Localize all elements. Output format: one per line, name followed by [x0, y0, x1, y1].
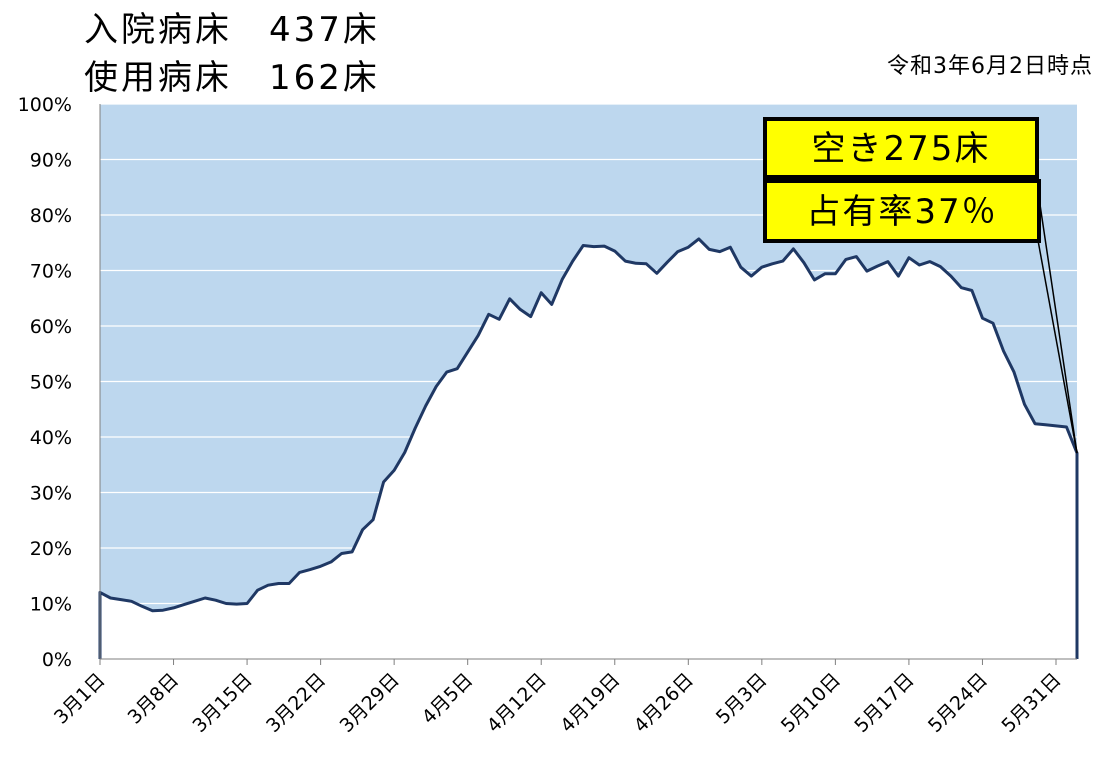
x-tick-label: 4月26日	[630, 669, 698, 737]
occupancy-rate-box	[763, 179, 1041, 243]
x-tick-label: 4月5日	[418, 669, 478, 729]
x-tick-label: 5月3日	[712, 669, 772, 729]
x-tick-label: 3月8日	[124, 669, 184, 729]
x-tick-label: 5月10日	[777, 669, 845, 737]
occupancy-rate-callout: 占有率37％	[763, 179, 1041, 243]
y-tick-labels: 0% 10% 20% 30% 40% 50% 60% 70% 80% 90% 100%	[18, 94, 72, 671]
leader-line	[1034, 170, 1078, 454]
x-tick-label: 3月22日	[262, 669, 330, 737]
y-tick-label: 100%	[18, 94, 72, 116]
callout-leader-lines	[1034, 170, 1078, 454]
y-tick-label: 70%	[30, 261, 72, 283]
y-tick-label: 0%	[42, 649, 72, 671]
y-tick-label: 30%	[30, 483, 72, 505]
x-tick-label: 4月19日	[556, 669, 624, 737]
beds-in-use: 使用病床 162床	[84, 58, 380, 98]
x-tick-label: 5月17日	[850, 669, 918, 737]
y-tick-label: 20%	[30, 538, 72, 560]
x-tick-label: 3月15日	[189, 669, 257, 737]
available-beds-label: 空き275床	[812, 129, 991, 169]
y-tick-label: 90%	[30, 150, 72, 172]
available-beds-box	[763, 117, 1039, 179]
occupancy-rate-label: 占有率37％	[806, 192, 997, 232]
x-tick-label: 4月12日	[483, 669, 551, 737]
y-tick-label: 50%	[30, 372, 72, 394]
x-tick-label: 5月24日	[924, 669, 992, 737]
y-tick-label: 60%	[30, 316, 72, 338]
y-tick-label: 80%	[30, 205, 72, 227]
available-beds-callout: 空き275床	[763, 117, 1039, 179]
y-tick-label: 40%	[30, 427, 72, 449]
y-tick-label: 10%	[30, 594, 72, 616]
leader-line	[1036, 234, 1078, 454]
axes	[99, 104, 1077, 665]
inpatient-beds-total: 入院病床 437床	[84, 10, 380, 50]
x-tick-labels: 3月1日 3月8日 3月15日 3月22日 3月29日 4月5日 4月12日 4月19日 4月2…	[50, 669, 1066, 737]
x-tick-label: 3月1日	[50, 669, 110, 729]
occupancy-line	[98, 237, 1079, 659]
x-tick-label: 3月29日	[336, 669, 404, 737]
as-of-date: 令和3年6月2日時点	[887, 54, 1093, 79]
x-tick-label: 5月31日	[997, 669, 1065, 737]
